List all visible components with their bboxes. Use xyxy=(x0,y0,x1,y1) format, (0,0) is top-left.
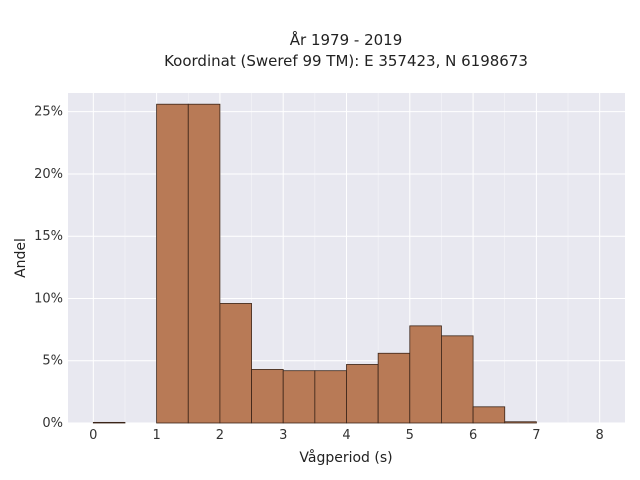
y-axis-label: Andel xyxy=(13,238,29,278)
histogram-bar xyxy=(441,335,474,424)
histogram-bars xyxy=(92,103,537,424)
y-tick-label: 15% xyxy=(34,229,63,244)
y-axis-ticks: 0% 5% 10% 15% 20% 25% xyxy=(34,105,63,431)
histogram-bar xyxy=(409,325,442,424)
histogram-bar xyxy=(472,406,506,424)
histogram-bar xyxy=(377,352,411,424)
x-tick-label: 4 xyxy=(342,428,350,443)
x-tick-label: 6 xyxy=(469,428,477,443)
x-tick-label: 8 xyxy=(596,428,604,443)
x-tick-label: 7 xyxy=(532,428,540,443)
x-tick-label: 5 xyxy=(406,428,414,443)
y-tick-label: 25% xyxy=(34,105,63,120)
y-tick-label: 10% xyxy=(34,291,63,306)
histogram-bar xyxy=(251,369,284,424)
histogram-bar xyxy=(156,103,189,424)
x-tick-label: 0 xyxy=(89,428,97,443)
x-tick-label: 2 xyxy=(216,428,224,443)
chart-subtitle: Koordinat (Sweref 99 TM): E 357423, N 61… xyxy=(164,52,528,70)
y-tick-label: 0% xyxy=(42,416,63,431)
histogram-bar xyxy=(187,103,221,424)
histogram-bar xyxy=(314,370,347,424)
chart-title: År 1979 - 2019 xyxy=(290,30,403,49)
histogram-bar xyxy=(346,364,379,424)
x-tick-label: 3 xyxy=(279,428,287,443)
x-tick-label: 1 xyxy=(152,428,160,443)
histogram-bar xyxy=(282,370,316,424)
y-tick-label: 5% xyxy=(42,354,63,369)
histogram-bar xyxy=(92,421,126,424)
histogram-bar xyxy=(219,303,252,424)
y-tick-label: 20% xyxy=(34,167,63,182)
x-axis-label: Vågperiod (s) xyxy=(299,449,392,466)
x-axis-ticks: 0 1 2 3 4 5 6 7 8 xyxy=(89,428,604,443)
histogram-bar xyxy=(504,421,537,424)
